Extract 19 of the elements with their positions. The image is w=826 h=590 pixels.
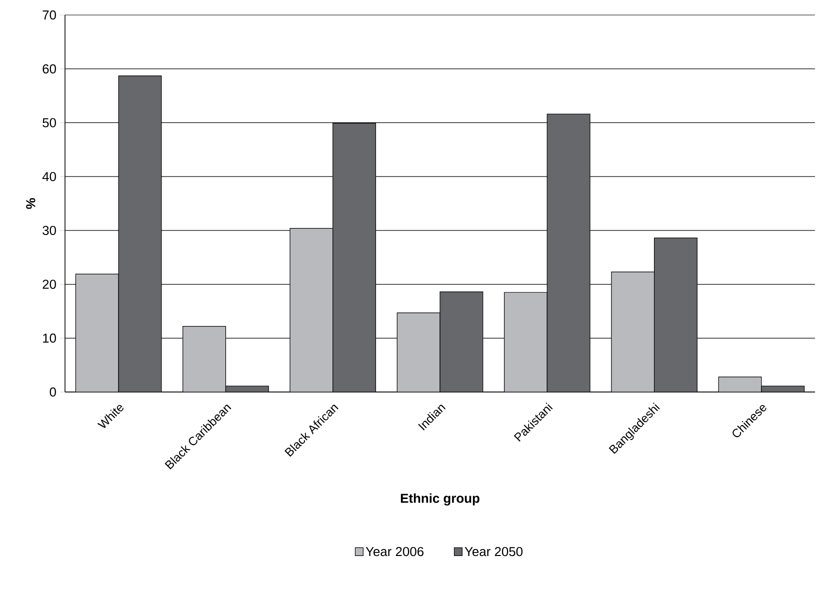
y-tick-label: 50: [42, 118, 56, 128]
y-tick-label: 70: [42, 10, 56, 20]
y-tick-label: 0: [50, 387, 56, 397]
bar: [504, 292, 548, 392]
bar: [75, 274, 119, 392]
y-axis-title: %: [26, 198, 36, 209]
legend-label: Year 2006: [366, 546, 424, 556]
legend-label: Year 2050: [464, 546, 523, 556]
bar: [290, 228, 334, 392]
y-tick-label: 60: [42, 64, 56, 74]
y-tick-label: 10: [43, 334, 56, 343]
bar: [182, 326, 226, 392]
y-tick-label: 20: [42, 280, 56, 289]
bar: [611, 272, 655, 392]
x-axis-title: Ethnic group: [400, 493, 480, 506]
bar: [718, 376, 762, 392]
y-tick-label: 40: [42, 172, 56, 182]
bar: [396, 312, 440, 392]
y-tick-label: 30: [42, 226, 56, 236]
